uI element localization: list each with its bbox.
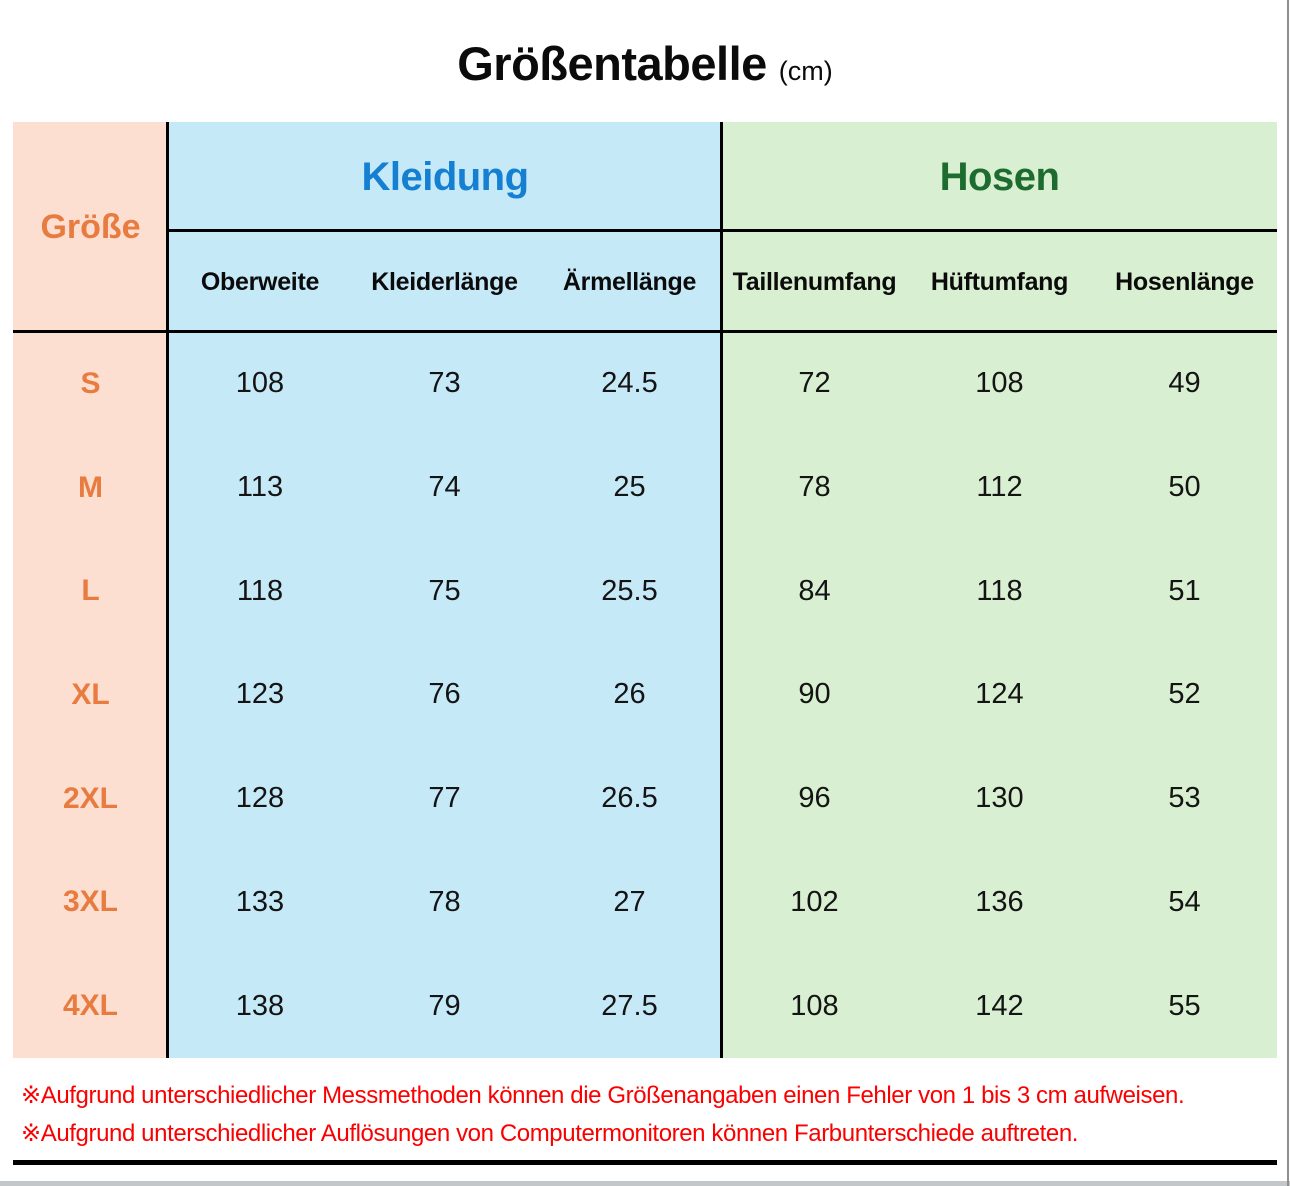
- table-cell: 51: [1168, 574, 1201, 607]
- group-header-kleidung: Kleidung: [361, 154, 529, 199]
- table-cell: 112: [976, 471, 1023, 504]
- column-header-hosenlaenge: Hosenlänge: [1115, 267, 1254, 296]
- hosen-section-background: [722, 122, 1277, 1058]
- title-unit: (cm): [778, 56, 833, 86]
- divider-size-kleidung: [166, 122, 169, 1058]
- footnote-color: ※Aufgrund unterschiedlicher Auflösungen …: [21, 1120, 1079, 1147]
- table-cell: 77: [428, 782, 461, 815]
- table-cell: 118: [236, 574, 284, 607]
- size-label: L: [81, 574, 100, 608]
- footnote-measurement: ※Aufgrund unterschiedlicher Messmethoden…: [21, 1082, 1185, 1109]
- table-cell: 75: [428, 574, 461, 607]
- column-header-kleiderlaenge: Kleiderlänge: [371, 267, 518, 296]
- size-label: 2XL: [62, 781, 119, 815]
- footnotes: ※Aufgrund unterschiedlicher Messmethoden…: [21, 1077, 1271, 1153]
- table-cell: 26.5: [601, 782, 658, 815]
- page-title: Größentabelle (cm): [0, 36, 1290, 91]
- column-header-hueftumfang: Hüftumfang: [930, 267, 1069, 296]
- table-cell: 108: [790, 989, 839, 1022]
- table-cell: 24.5: [601, 367, 658, 400]
- column-header-taillenumfang: Taillenumfang: [732, 267, 897, 296]
- table-cell: 113: [236, 471, 284, 504]
- table-cell: 52: [1168, 678, 1201, 711]
- row-header-groesse: Größe: [40, 207, 141, 246]
- table-cell: 108: [235, 367, 285, 400]
- divider-kleidung-hosen: [720, 122, 723, 1058]
- table-cell: 54: [1168, 885, 1201, 918]
- table-grid: Größe Kleidung Hosen Oberweite Kleiderlä…: [13, 122, 1277, 1058]
- size-label: 4XL: [62, 989, 119, 1023]
- table-cell: 84: [798, 574, 831, 607]
- table-cell: 124: [975, 678, 1024, 711]
- size-column-background: [13, 122, 168, 1058]
- table-cell: 74: [428, 471, 461, 504]
- table-cell: 55: [1168, 989, 1201, 1022]
- divider-under-group-headers: [168, 229, 1277, 232]
- size-chart-table: Größe Kleidung Hosen Oberweite Kleiderlä…: [13, 122, 1277, 1058]
- table-cell: 27: [613, 885, 646, 918]
- table-cell: 72: [798, 367, 831, 400]
- table-cell: 108: [975, 367, 1024, 400]
- table-cell: 78: [798, 471, 831, 504]
- table-cell: 90: [798, 678, 831, 711]
- page-right-edge: [1287, 0, 1289, 1186]
- bottom-divider-line: [13, 1160, 1277, 1165]
- table-cell: 25.5: [601, 574, 658, 607]
- size-label: M: [78, 470, 103, 504]
- table-cell: 123: [235, 678, 285, 711]
- table-cell: 79: [428, 989, 461, 1022]
- table-cell: 102: [790, 885, 839, 918]
- table-cell: 136: [975, 885, 1024, 918]
- column-header-aermellaenge: Ärmellänge: [562, 267, 697, 296]
- column-header-oberweite: Oberweite: [200, 267, 320, 296]
- table-cell: 142: [975, 989, 1024, 1022]
- table-cell: 49: [1168, 367, 1201, 400]
- table-cell: 50: [1168, 471, 1201, 504]
- table-cell: 53: [1168, 782, 1201, 815]
- table-cell: 130: [975, 782, 1024, 815]
- group-header-hosen: Hosen: [939, 154, 1060, 199]
- divider-under-subheaders: [13, 330, 1277, 333]
- table-cell: 25: [613, 471, 646, 504]
- size-label: XL: [71, 677, 110, 711]
- size-label: S: [80, 366, 101, 400]
- table-cell: 118: [976, 574, 1023, 607]
- size-label: 3XL: [62, 885, 119, 919]
- table-cell: 133: [235, 885, 285, 918]
- table-cell: 76: [428, 678, 461, 711]
- kleidung-section-background: [168, 122, 722, 1058]
- table-cell: 138: [235, 989, 285, 1022]
- title-text: Größentabelle: [457, 37, 767, 90]
- table-cell: 26: [613, 678, 646, 711]
- table-cell: 27.5: [601, 989, 658, 1022]
- table-cell: 78: [428, 885, 461, 918]
- table-cell: 73: [428, 367, 461, 400]
- table-cell: 96: [798, 782, 831, 815]
- table-cell: 128: [235, 782, 285, 815]
- page-bottom-edge: [0, 1181, 1290, 1186]
